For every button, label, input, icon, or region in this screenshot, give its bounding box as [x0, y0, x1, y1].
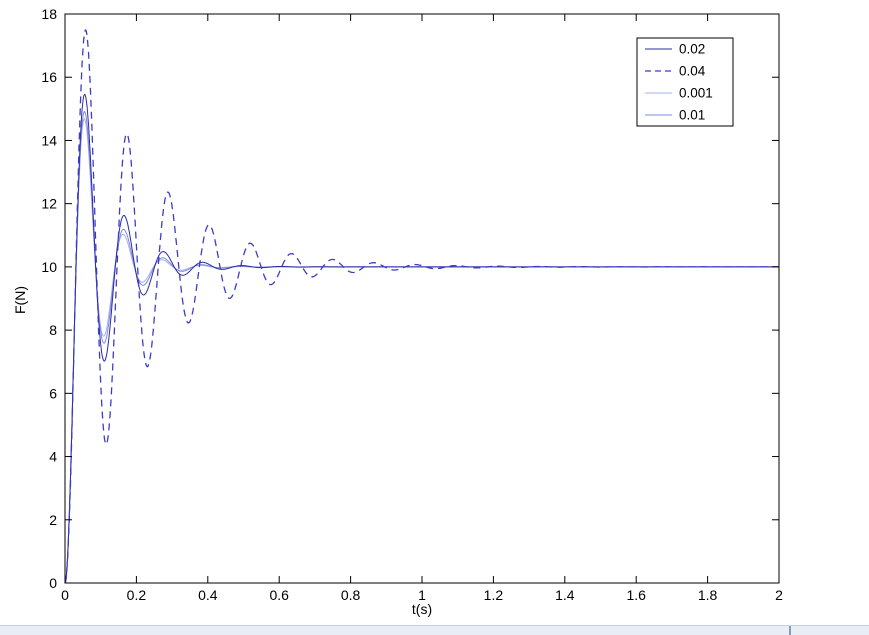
x-tick-label: 0 [61, 587, 69, 603]
window-bottom-scrollbar[interactable] [0, 625, 869, 635]
x-tick-label: 1.4 [555, 587, 575, 603]
x-tick-label: 1.6 [626, 587, 646, 603]
y-tick-label: 10 [41, 259, 57, 275]
legend-label: 0.04 [679, 64, 706, 79]
series-line-0_02 [64, 93, 779, 584]
y-tick-label: 16 [41, 69, 57, 85]
y-tick-label: 4 [49, 449, 57, 465]
legend-label: 0.02 [679, 42, 705, 57]
x-tick-label: 0.8 [341, 587, 361, 603]
y-tick-label: 8 [49, 322, 57, 338]
x-tick-label: 1.2 [484, 587, 504, 603]
y-axis-label: F(N) [12, 286, 28, 314]
y-tick-label: 12 [41, 196, 57, 212]
y-tick-label: 6 [49, 385, 57, 401]
x-axis-label: t(s) [411, 601, 433, 617]
scrollbar-notch[interactable] [789, 626, 791, 635]
legend-label: 0.001 [679, 86, 713, 101]
y-tick-label: 0 [49, 575, 57, 591]
x-tick-label: 1 [418, 587, 426, 603]
x-tick-label: 1.8 [698, 587, 718, 603]
x-tick-label: 0.2 [127, 587, 147, 603]
legend-label: 0.01 [679, 108, 705, 123]
y-tick-label: 18 [41, 6, 57, 22]
y-tick-label: 2 [49, 512, 57, 528]
x-tick-label: 2 [775, 587, 783, 603]
series-line-0_04 [64, 29, 779, 584]
x-tick-label: 0.6 [269, 587, 289, 603]
legend-box [636, 37, 734, 127]
y-tick-label: 14 [41, 132, 57, 148]
x-tick-label: 0.4 [198, 587, 218, 603]
